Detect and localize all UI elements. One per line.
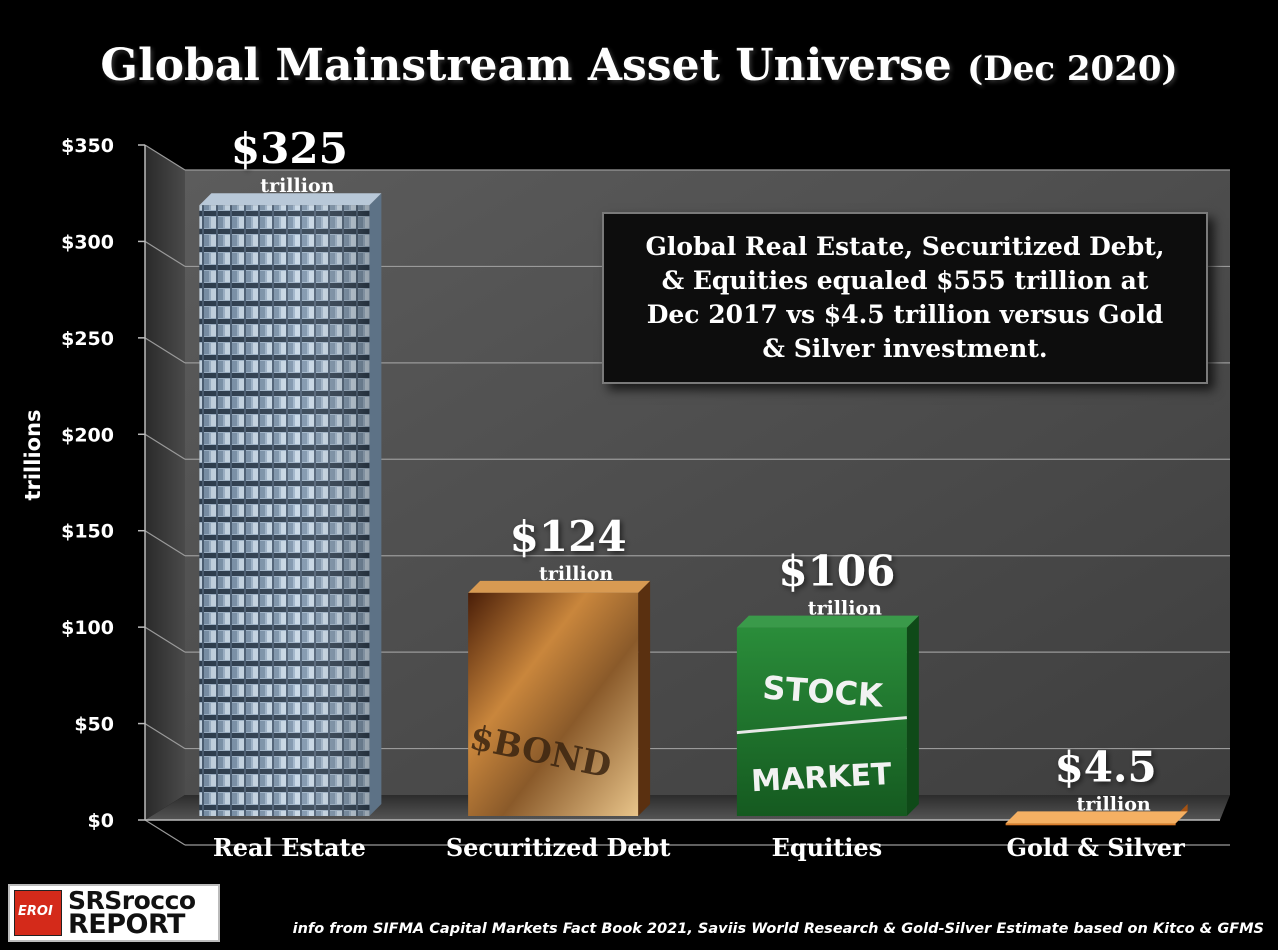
eroi-badge-text: EROI — [18, 904, 53, 919]
x-tick-label: Securitized Debt — [446, 833, 671, 862]
y-axis-label: trillions — [21, 409, 45, 500]
eroi-badge-icon: EROI — [14, 890, 62, 936]
gridline-side — [144, 723, 186, 750]
bar-front — [736, 627, 907, 816]
y-tick-label: $150 — [61, 521, 114, 543]
y-tick-label: $300 — [61, 231, 114, 253]
bar-front — [468, 592, 639, 816]
gridline-side — [144, 144, 186, 171]
gridline-side — [144, 240, 186, 267]
plot-floor — [145, 795, 1230, 820]
value-label: $4.5 — [1054, 742, 1156, 791]
gridline-side — [144, 530, 186, 557]
srsrocco-logo: EROI SRSrocco REPORT — [8, 884, 220, 942]
bar-real-estate — [199, 193, 382, 816]
unit-label: trillion — [260, 175, 334, 197]
unit-label: trillion — [1077, 793, 1151, 815]
logo-text: SRSrocco REPORT — [68, 886, 196, 940]
y-tick-label: $200 — [61, 424, 114, 446]
bar-top — [468, 580, 651, 593]
bars-layer: $BOND STOCK MARKET — [199, 193, 1188, 826]
bar-front — [1005, 823, 1176, 826]
gridline-side — [144, 433, 186, 460]
value-label: $124 — [510, 512, 627, 561]
x-tick-label: Real Estate — [213, 833, 366, 862]
value-label: $325 — [231, 124, 348, 173]
bar-top — [1005, 811, 1188, 824]
bar-top — [199, 193, 382, 206]
market-sign-icon: MARKET — [750, 757, 893, 799]
bar-equities: STOCK MARKET — [736, 615, 919, 816]
y-tick-label: $250 — [61, 328, 114, 350]
unit-label: trillion — [808, 598, 882, 620]
plot-side-wall — [145, 145, 185, 820]
chart-title-main: Global Mainstream Asset Universe — [100, 40, 952, 91]
callout-box: Global Real Estate, Securitized Debt, & … — [602, 212, 1208, 384]
logo-line-2: REPORT — [68, 909, 185, 940]
bar-gold-silver — [1005, 804, 1188, 826]
bar-top — [736, 615, 919, 628]
bar-shade — [199, 205, 370, 816]
stock-sign-icon: STOCK — [761, 668, 885, 714]
bar-securitized-debt: $BOND — [466, 580, 651, 816]
callout-text: Global Real Estate, Securitized Debt, & … — [645, 232, 1165, 363]
y-tick-label: $50 — [74, 714, 114, 736]
bar-side — [369, 193, 382, 816]
bar-side — [638, 580, 651, 816]
y-tick-label: $100 — [61, 617, 114, 639]
y-tick-label: $0 — [88, 810, 114, 832]
gridline-side — [144, 337, 186, 364]
sign-divider — [736, 716, 908, 735]
y-tick-label: $350 — [61, 135, 114, 157]
chart-title-date: (Dec 2020) — [967, 49, 1178, 89]
source-note: info from SIFMA Capital Markets Fact Boo… — [292, 921, 1264, 937]
chart-title: Global Mainstream Asset Universe (Dec 20… — [0, 40, 1278, 91]
gridline-side — [144, 626, 186, 653]
bar-side — [906, 615, 919, 816]
value-label: $106 — [778, 547, 895, 596]
x-tick-label: Gold & Silver — [1007, 833, 1186, 862]
gridline-side — [144, 819, 186, 846]
unit-label: trillion — [539, 563, 613, 585]
logo-line-1: SRSrocco — [68, 886, 196, 915]
x-tick-label: Equities — [772, 833, 883, 862]
